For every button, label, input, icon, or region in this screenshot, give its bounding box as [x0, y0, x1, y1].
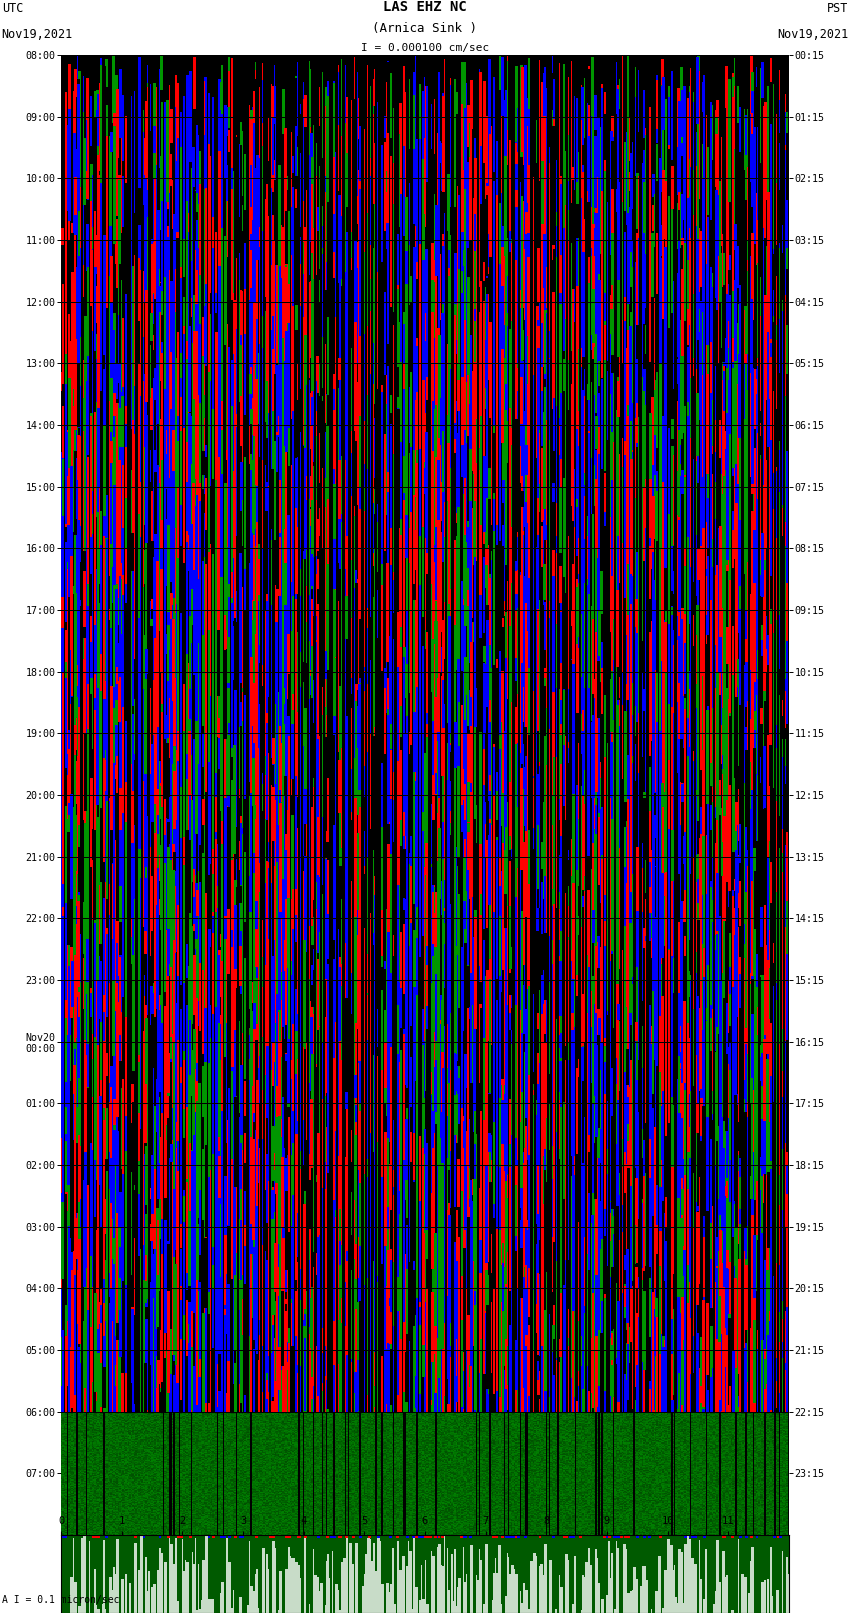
Text: Nov19,2021: Nov19,2021	[2, 27, 73, 40]
Text: LAS EHZ NC: LAS EHZ NC	[383, 0, 467, 15]
Text: UTC: UTC	[2, 2, 23, 15]
Text: I = 0.000100 cm/sec: I = 0.000100 cm/sec	[361, 44, 489, 53]
Text: A I = 0.1 micron/sec: A I = 0.1 micron/sec	[2, 1595, 119, 1605]
Text: PST: PST	[827, 2, 848, 15]
Text: Nov19,2021: Nov19,2021	[777, 27, 848, 40]
Text: (Arnica Sink ): (Arnica Sink )	[372, 23, 478, 35]
